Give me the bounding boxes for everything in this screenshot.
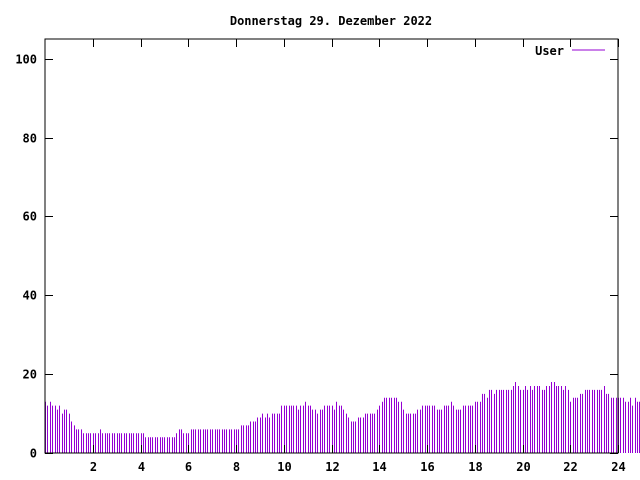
x-tick-label: 18 — [468, 460, 482, 474]
x-tick-label: 16 — [420, 460, 434, 474]
y-tick-label: 20 — [23, 368, 37, 382]
x-tick-label: 20 — [516, 460, 530, 474]
y-tick-label: 100 — [15, 53, 37, 67]
y-tick-label: 40 — [23, 289, 37, 303]
chart-title: Donnerstag 29. Dezember 2022 — [230, 14, 432, 28]
y-tick-label: 60 — [23, 210, 37, 224]
plot-frame — [44, 38, 619, 454]
x-tick-label: 14 — [372, 460, 386, 474]
legend-label-user: User — [535, 44, 564, 58]
x-tick-label: 22 — [563, 460, 577, 474]
y-tick-label: 80 — [23, 132, 37, 146]
x-tick-label: 4 — [138, 460, 145, 474]
x-tick-label: 24 — [611, 460, 625, 474]
x-tick-label: 10 — [277, 460, 291, 474]
bar-series-user — [45, 382, 640, 453]
x-tick-label: 2 — [90, 460, 97, 474]
x-tick-label: 6 — [185, 460, 192, 474]
legend: User — [535, 44, 605, 58]
x-tick-label: 8 — [233, 460, 240, 474]
y-tick-label: 0 — [30, 447, 37, 461]
x-tick-label: 12 — [325, 460, 339, 474]
